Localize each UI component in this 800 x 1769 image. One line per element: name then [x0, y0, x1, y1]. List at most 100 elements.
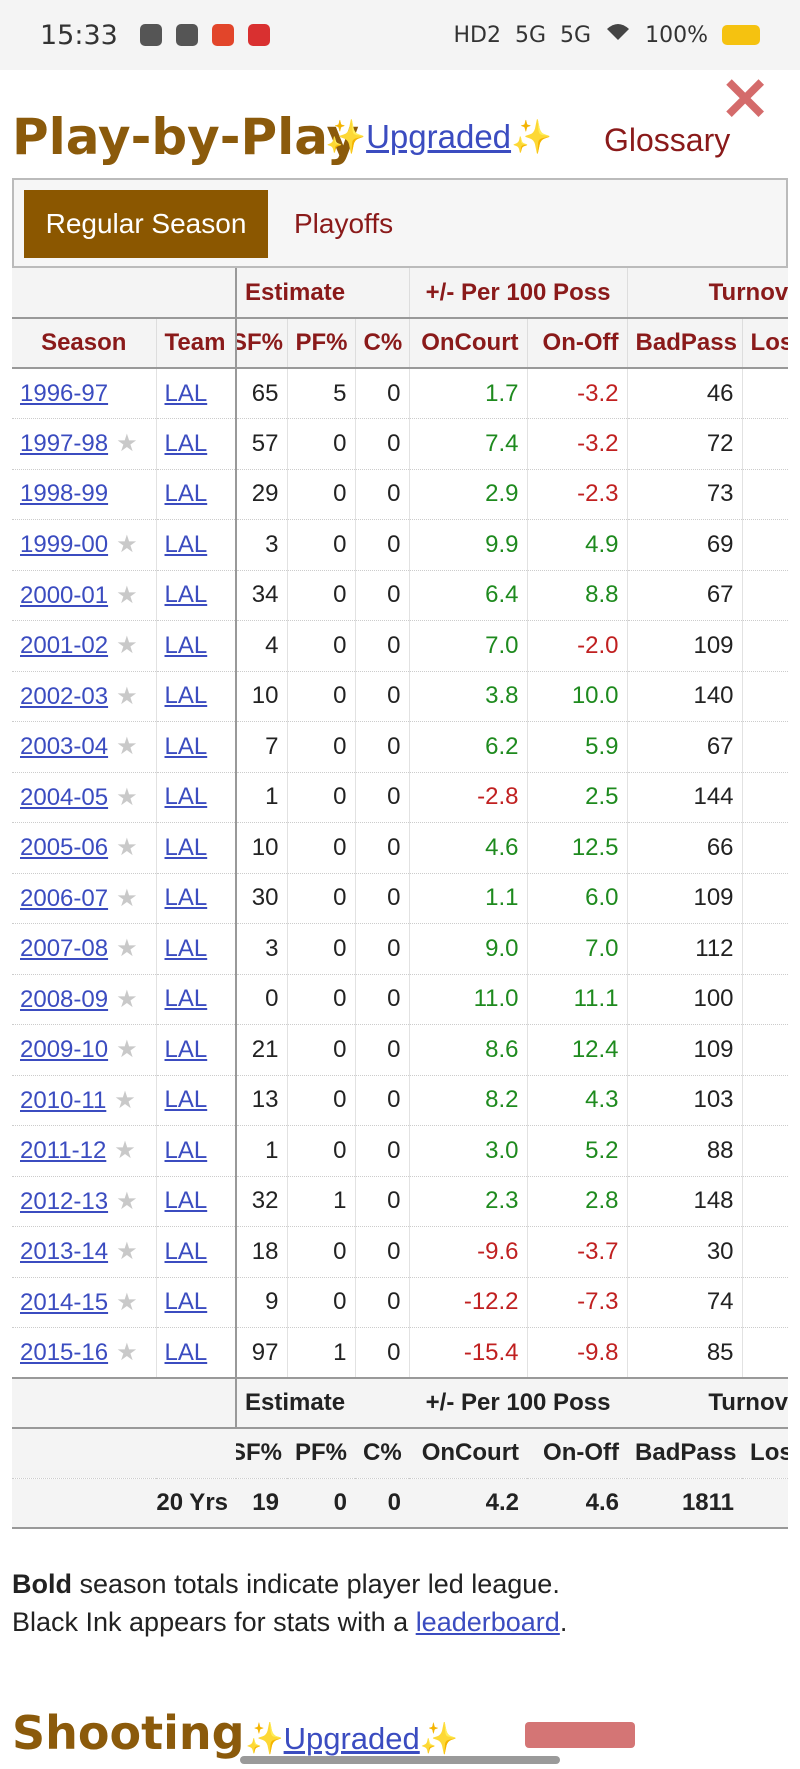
season-link[interactable]: 2000-01 [20, 581, 109, 609]
badpass-cell: 109 [627, 620, 743, 672]
table-row: 1997-98 ★ LAL 57 0 0 7.4 -3.2 72 [12, 418, 788, 470]
c-cell: 0 [355, 923, 410, 975]
c-cell: 0 [355, 974, 410, 1025]
season-link[interactable]: 2014-15 [20, 1288, 109, 1316]
table-note: Bold season totals indicate player led l… [12, 1565, 567, 1641]
upgraded-link-label[interactable]: Upgraded [366, 118, 512, 155]
shooting-section-title: Shooting [12, 1706, 245, 1760]
leaderboard-link[interactable]: leaderboard [415, 1607, 560, 1637]
team-link[interactable]: LAL [164, 1338, 208, 1366]
message-icon [175, 24, 198, 46]
season-link[interactable]: 2009-10 [20, 1036, 109, 1064]
column-header-team[interactable]: Team [156, 318, 237, 369]
team-link[interactable]: LAL [164, 429, 208, 457]
season-cell: 2011-12 ★ [12, 1125, 157, 1177]
season-link[interactable]: 2013-14 [20, 1238, 109, 1266]
career-total-oncourt: 4.2 [409, 1478, 528, 1529]
lost-cell [742, 974, 788, 1025]
onoff-cell: 12.5 [527, 822, 628, 874]
team-link[interactable]: LAL [164, 783, 208, 811]
battery-icon [722, 25, 760, 45]
team-link[interactable]: LAL [164, 1237, 208, 1265]
home-indicator[interactable] [240, 1756, 560, 1764]
pf-cell: 0 [287, 923, 356, 975]
team-link[interactable]: LAL [164, 631, 208, 659]
badpass-cell: 72 [627, 418, 743, 470]
sf-cell: 3 [236, 923, 288, 975]
season-link[interactable]: 2005-06 [20, 834, 109, 862]
tab-regular-season[interactable]: Regular Season [24, 190, 268, 258]
team-link[interactable]: LAL [164, 884, 208, 912]
season-link[interactable]: 1998-99 [20, 480, 109, 508]
sf-cell: 3 [236, 519, 288, 571]
column-header-onoff[interactable]: On-Off [527, 318, 628, 369]
season-link[interactable]: 2007-08 [20, 935, 109, 963]
column-header-lost[interactable]: Lost [742, 318, 788, 369]
team-link[interactable]: LAL [164, 480, 208, 508]
sf-cell: 9 [236, 1277, 288, 1328]
footer-header-onoff: On-Off [527, 1428, 628, 1479]
column-header-pf[interactable]: PF% [287, 318, 356, 369]
footer-header-c: C% [355, 1428, 410, 1479]
upgraded-link[interactable]: ✨Upgraded✨ [325, 118, 552, 157]
column-header-badpass[interactable]: BadPass [627, 318, 743, 369]
sf-cell: 4 [236, 620, 288, 672]
team-link[interactable]: LAL [164, 581, 208, 609]
team-link[interactable]: LAL [164, 1035, 208, 1063]
column-header-season[interactable]: Season [12, 318, 157, 369]
team-link[interactable]: LAL [164, 833, 208, 861]
c-cell: 0 [355, 469, 410, 520]
team-link[interactable]: LAL [164, 1136, 208, 1164]
column-header-oncourt[interactable]: OnCourt [409, 318, 528, 369]
status-bar: 15:33 HD2 5G 5G 100% [0, 0, 800, 70]
team-link[interactable]: LAL [164, 530, 208, 558]
oncourt-cell: 2.3 [409, 1176, 528, 1227]
team-link[interactable]: LAL [164, 1288, 208, 1316]
pf-cell: 0 [287, 1277, 356, 1328]
season-link[interactable]: 2001-02 [20, 632, 109, 660]
sparkle-icon: ✨ [419, 1721, 459, 1756]
season-link[interactable]: 1997-98 [20, 430, 109, 458]
season-link[interactable]: 2008-09 [20, 985, 109, 1013]
team-link[interactable]: LAL [164, 1086, 208, 1114]
tab-playoffs[interactable]: Playoffs [294, 208, 394, 239]
column-header-sf[interactable]: SF% [236, 318, 288, 369]
team-cell: LAL [156, 1226, 237, 1278]
season-link[interactable]: 2010-11 [20, 1086, 107, 1114]
season-link[interactable]: 1996-97 [20, 379, 109, 407]
footer-column-header-row: SF% PF% C% OnCourt On-Off BadPass Lost [12, 1428, 788, 1479]
team-link[interactable]: LAL [164, 379, 208, 407]
season-link[interactable]: 1999-00 [20, 531, 109, 559]
team-link[interactable]: LAL [164, 985, 208, 1013]
close-icon[interactable]: ✕ [720, 66, 771, 133]
season-link[interactable]: 2015-16 [20, 1339, 109, 1366]
season-link[interactable]: 2011-12 [20, 1137, 107, 1165]
column-header-row: Season Team SF% PF% C% OnCourt On-Off Ba… [12, 318, 788, 369]
season-link[interactable]: 2006-07 [20, 884, 109, 912]
season-link[interactable]: 2002-03 [20, 682, 109, 710]
pf-cell: 0 [287, 418, 356, 470]
sf-cell: 0 [236, 974, 288, 1025]
shooting-upgraded-link[interactable]: ✨Upgraded✨ [245, 1720, 458, 1757]
wifi-icon [605, 22, 631, 48]
c-cell: 0 [355, 1125, 410, 1177]
season-link[interactable]: 2012-13 [20, 1187, 109, 1215]
shooting-glossary-link[interactable] [525, 1722, 635, 1748]
shooting-upgraded-label[interactable]: Upgraded [283, 1721, 420, 1756]
badpass-cell: 69 [627, 519, 743, 571]
onoff-cell: -3.2 [527, 418, 628, 470]
table-row: 2014-15 ★ LAL 9 0 0 -12.2 -7.3 74 [12, 1277, 788, 1328]
team-link[interactable]: LAL [164, 1187, 208, 1215]
team-link[interactable]: LAL [164, 732, 208, 760]
season-link[interactable]: 2003-04 [20, 733, 109, 761]
team-link[interactable]: LAL [164, 934, 208, 962]
season-link[interactable]: 2004-05 [20, 783, 109, 811]
team-cell: LAL [156, 1277, 237, 1328]
lost-cell [742, 671, 788, 722]
glossary-link[interactable]: Glossary [604, 122, 731, 158]
lost-cell [742, 418, 788, 470]
sparkle-icon: ✨ [245, 1721, 284, 1756]
play-by-play-table-scroll[interactable]: Estimate +/- Per 100 Poss Turnover Seaso… [12, 268, 788, 1534]
team-link[interactable]: LAL [164, 682, 208, 710]
column-header-c[interactable]: C% [355, 318, 410, 369]
